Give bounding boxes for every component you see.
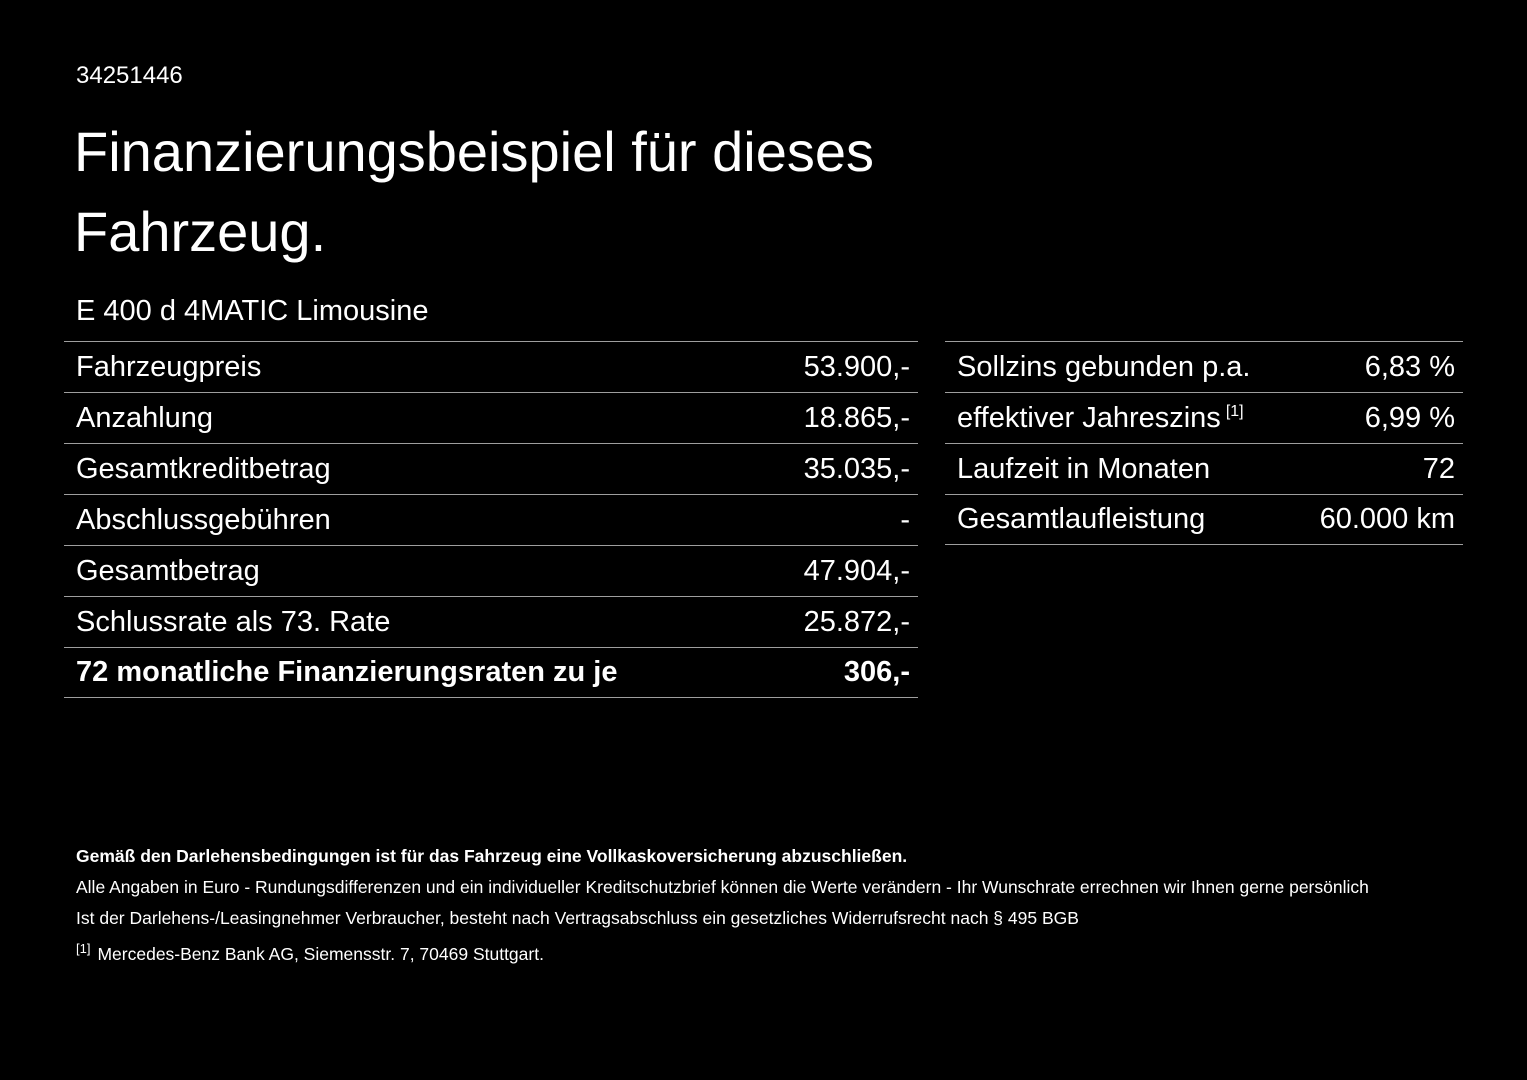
financing-table: Fahrzeugpreis 53.900,- Anzahlung 18.865,…: [64, 341, 918, 698]
table-row: Fahrzeugpreis 53.900,-: [64, 341, 918, 392]
table-row: Gesamtlaufleistung 60.000 km: [945, 494, 1463, 545]
row-label: Sollzins gebunden p.a.: [957, 350, 1251, 383]
table-row: Laufzeit in Monaten 72: [945, 443, 1463, 494]
insurance-note: Gemäß den Darlehensbedingungen ist für d…: [76, 846, 908, 866]
table-row: Gesamtbetrag 47.904,-: [64, 545, 918, 596]
page-title: Finanzierungsbeispiel für dieses Fahrzeu…: [74, 120, 874, 263]
row-value: 6,99 %: [1364, 401, 1455, 434]
withdrawal-note: Ist der Darlehens-/Leasingnehmer Verbrau…: [76, 908, 1079, 928]
row-label: effektiver Jahreszins [1]: [957, 402, 1244, 435]
row-value: 18.865,-: [803, 401, 910, 434]
vehicle-model: E 400 d 4MATIC Limousine: [76, 295, 429, 327]
row-value: 53.900,-: [803, 350, 910, 383]
table-row: effektiver Jahreszins [1] 6,99 %: [945, 392, 1463, 443]
document-id: 34251446: [76, 62, 183, 89]
row-value: 25.872,-: [803, 605, 910, 638]
row-value: 306,-: [843, 656, 910, 688]
row-label: Fahrzeugpreis: [76, 350, 262, 383]
row-value: 6,83 %: [1364, 350, 1455, 383]
table-row: Schlussrate als 73. Rate 25.872,-: [64, 596, 918, 647]
row-label: Schlussrate als 73. Rate: [76, 605, 391, 638]
footnotes-section: Gemäß den Darlehensbedingungen ist für d…: [76, 845, 1471, 974]
bank-reference: [1] Mercedes-Benz Bank AG, Siemensstr. 7,…: [76, 938, 1471, 965]
row-value: 35.035,-: [803, 452, 910, 485]
row-label: Laufzeit in Monaten: [957, 452, 1211, 485]
rounding-note: Alle Angaben in Euro - Rundungsdifferenz…: [76, 877, 1369, 897]
row-value: 72: [1422, 452, 1455, 485]
row-label: Abschlussgebühren: [76, 503, 331, 536]
reference-marker: [1]: [76, 941, 91, 956]
conditions-table: Sollzins gebunden p.a. 6,83 % effektiver…: [945, 341, 1463, 545]
row-value: -: [900, 503, 910, 536]
reference-text: Mercedes-Benz Bank AG, Siemensstr. 7, 70…: [97, 943, 544, 964]
table-row-monthly-rate: 72 monatliche Finanzierungsraten zu je 3…: [64, 647, 918, 698]
row-label: Gesamtkreditbetrag: [76, 452, 331, 485]
row-label: Anzahlung: [76, 401, 214, 434]
table-row: Sollzins gebunden p.a. 6,83 %: [945, 341, 1463, 392]
table-row: Gesamtkreditbetrag 35.035,-: [64, 443, 918, 494]
row-label-text: effektiver Jahreszins: [957, 401, 1221, 434]
footnote-marker: [1]: [1225, 402, 1244, 420]
table-row: Anzahlung 18.865,-: [64, 392, 918, 443]
row-label: Gesamtlaufleistung: [957, 503, 1206, 535]
row-label: Gesamtbetrag: [76, 554, 260, 587]
table-row: Abschlussgebühren -: [64, 494, 918, 545]
row-value: 47.904,-: [803, 554, 910, 587]
row-label: 72 monatliche Finanzierungsraten zu je: [76, 656, 618, 688]
row-value: 60.000 km: [1319, 503, 1455, 535]
